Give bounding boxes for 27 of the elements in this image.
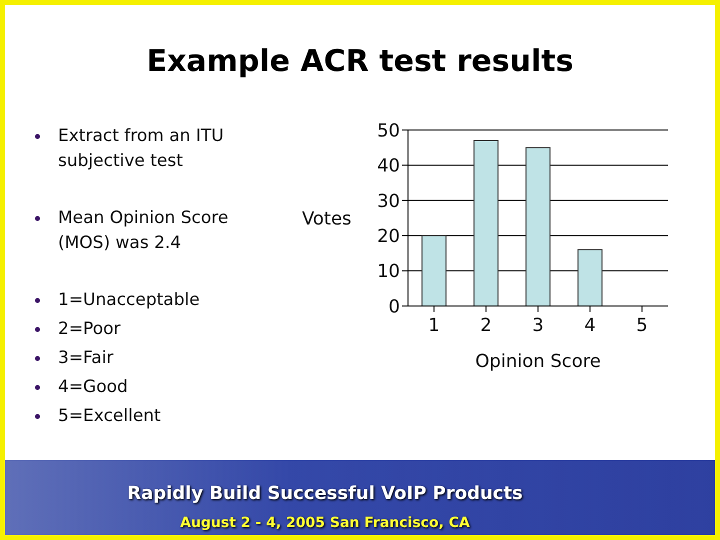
chart-title: Example ACR test results bbox=[146, 44, 574, 79]
text: 4=Good bbox=[58, 376, 129, 399]
x-tick-label: 5 bbox=[636, 314, 648, 336]
y-tick-label: 10 bbox=[377, 261, 400, 282]
bar bbox=[526, 147, 550, 306]
text: 5=Excellent bbox=[58, 405, 162, 428]
y-tick-label: 30 bbox=[377, 190, 400, 212]
x-tick-label: 3 bbox=[532, 314, 544, 336]
x-tick-label: 4 bbox=[584, 314, 596, 336]
y-axis-title: Votes bbox=[302, 208, 352, 230]
bar bbox=[474, 140, 498, 306]
x-axis-title: Opinion Score bbox=[475, 351, 601, 372]
text: Rapidly Build Successful VoIP Products bbox=[126, 483, 524, 504]
text: 3=Fair bbox=[58, 347, 114, 370]
y-tick-label: 40 bbox=[377, 156, 400, 177]
y-tick-label: 20 bbox=[377, 226, 400, 247]
x-tick-label: 2 bbox=[480, 314, 492, 336]
bar bbox=[422, 235, 446, 306]
bar bbox=[578, 249, 602, 306]
y-tick-label: 50 bbox=[377, 120, 400, 142]
x-tick-label: 1 bbox=[428, 314, 440, 336]
text: 2=Poor bbox=[58, 318, 122, 341]
text: August 2 - 4, 2005 San Francisco, CA bbox=[179, 515, 471, 531]
text: Extract from an ITU subjective test bbox=[58, 125, 225, 173]
y-tick-label: 0 bbox=[388, 296, 400, 318]
text: Mean Opinion Score (MOS) was 2.4 bbox=[58, 207, 230, 255]
text: 1=Unacceptable bbox=[58, 289, 201, 312]
